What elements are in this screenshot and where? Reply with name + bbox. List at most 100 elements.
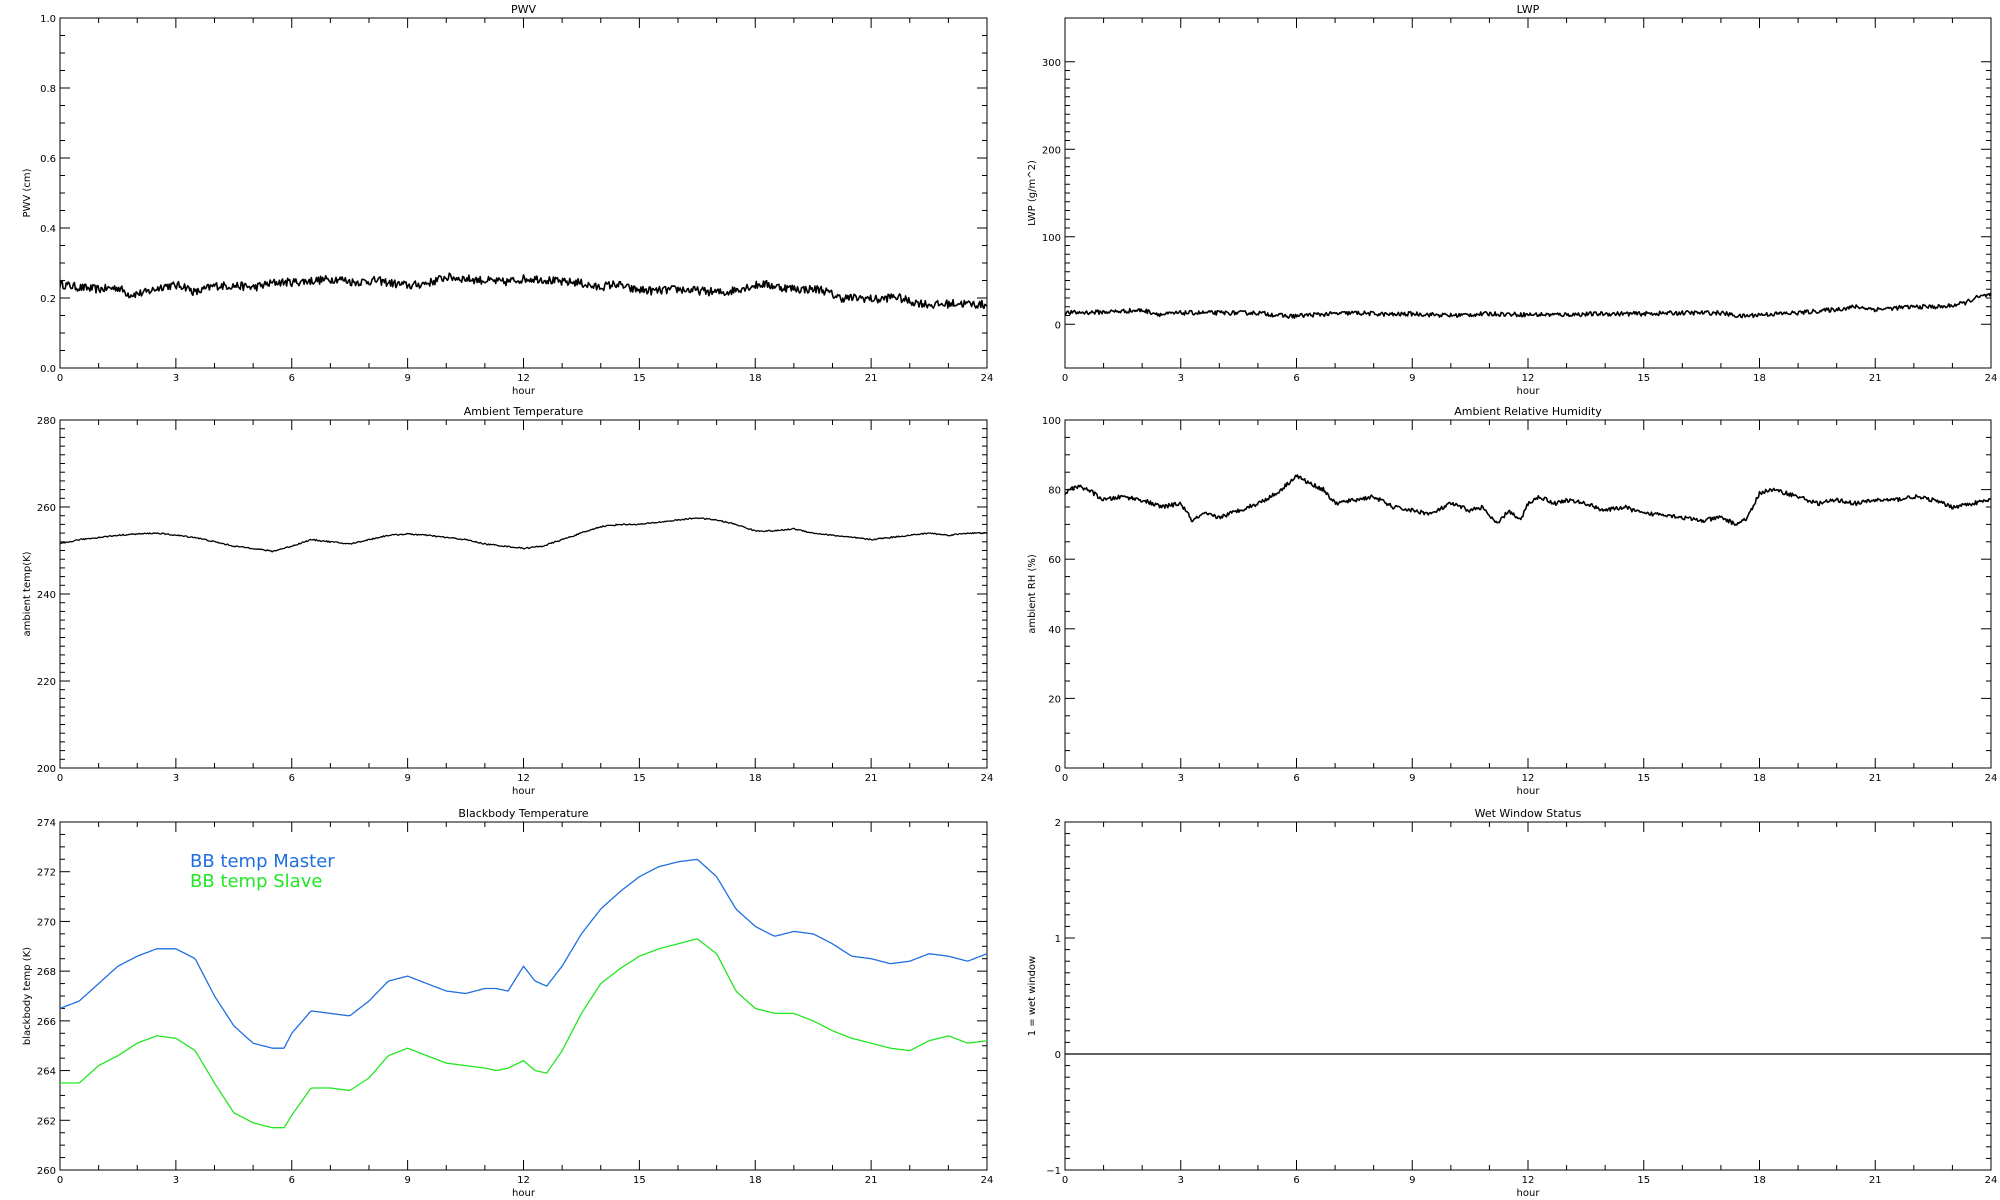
y-tick-label: 268 xyxy=(37,967,56,978)
y-tick-label: 0.4 xyxy=(40,224,56,235)
y-tick-label: 270 xyxy=(37,917,56,928)
x-tick-label: 21 xyxy=(1869,1175,1882,1186)
x-tick-label: 0 xyxy=(57,773,63,784)
x-tick-label: 15 xyxy=(633,1175,646,1186)
x-tick-label: 21 xyxy=(1869,773,1882,784)
x-tick-label: 24 xyxy=(981,373,994,384)
chart-panel: Wet Window Status hour 1 = wet window 0 3 6 9 1… xyxy=(1027,807,1997,1199)
x-tick-label: 12 xyxy=(517,373,530,384)
x-tick-label: 24 xyxy=(1985,373,1998,384)
chart-title: Ambient Temperature xyxy=(464,405,584,418)
chart-panel: Ambient Relative Humidity hour ambient RH … xyxy=(1027,405,1997,797)
x-tick-label: 6 xyxy=(289,773,295,784)
series-line xyxy=(60,858,987,1049)
x-tick-label: 15 xyxy=(1637,1175,1650,1186)
x-tick-label: 21 xyxy=(865,1175,878,1186)
y-tick-label: 0.6 xyxy=(40,154,56,165)
x-axis-label: hour xyxy=(512,786,536,797)
x-tick-label: 18 xyxy=(1753,773,1766,784)
x-tick-label: 21 xyxy=(1869,373,1882,384)
x-tick-label: 6 xyxy=(1293,1175,1299,1186)
plot-frame xyxy=(59,17,988,369)
y-tick-label: 100 xyxy=(1042,233,1061,244)
chart-title: Wet Window Status xyxy=(1475,807,1582,820)
y-axis-label: ambient RH (%) xyxy=(1027,554,1038,634)
y-tick-label: 264 xyxy=(37,1067,56,1078)
x-tick-label: 12 xyxy=(1522,1175,1535,1186)
plot-frame xyxy=(1064,821,1992,1171)
chart-title: Blackbody Temperature xyxy=(458,807,588,820)
y-tick-label: 260 xyxy=(37,503,56,514)
x-tick-label: 12 xyxy=(517,1175,530,1186)
y-tick-label: 40 xyxy=(1048,625,1061,636)
y-tick-label: 0 xyxy=(1055,764,1061,775)
chart-panel: LWP hour LWP (g/m^2) 0 3 6 9 12 15 18 21 24 0 100 200 3… xyxy=(1027,3,1997,397)
series-line xyxy=(60,517,987,553)
y-tick-label: 1.0 xyxy=(40,14,56,25)
x-axis-label: hour xyxy=(512,386,536,397)
x-tick-label: 24 xyxy=(981,773,994,784)
x-axis-label: hour xyxy=(1517,786,1541,797)
x-tick-label: 18 xyxy=(749,1175,762,1186)
x-tick-label: 21 xyxy=(865,773,878,784)
y-tick-label: 200 xyxy=(1042,145,1061,156)
x-tick-label: 21 xyxy=(865,373,878,384)
x-tick-label: 0 xyxy=(57,1175,63,1186)
y-tick-label: 2 xyxy=(1055,818,1061,829)
x-axis-label: hour xyxy=(1517,1188,1541,1199)
chart-panel: Blackbody Temperature hour blackbody temp … xyxy=(22,807,993,1199)
x-axis-label: hour xyxy=(1517,386,1541,397)
y-tick-label: 300 xyxy=(1042,58,1061,69)
legend-entry: BB temp Master xyxy=(190,851,335,872)
x-tick-label: 9 xyxy=(404,1175,410,1186)
x-tick-label: 6 xyxy=(289,373,295,384)
x-tick-label: 9 xyxy=(404,773,410,784)
y-axis-label: LWP (g/m^2) xyxy=(1027,160,1038,226)
x-tick-label: 6 xyxy=(1293,773,1299,784)
x-tick-label: 3 xyxy=(1178,373,1184,384)
x-tick-label: 15 xyxy=(633,373,646,384)
series-line xyxy=(60,938,987,1129)
chart-panel: PWV hour PWV (cm) 0 3 6 9 12 15 18 21 24 0.0 0.2 0.4 0.… xyxy=(22,3,993,397)
plot-frame xyxy=(59,419,988,769)
y-tick-label: 60 xyxy=(1048,555,1061,566)
x-tick-label: 24 xyxy=(981,1175,994,1186)
y-axis-label: PWV (cm) xyxy=(22,168,33,217)
y-tick-label: 100 xyxy=(1042,416,1061,427)
x-tick-label: 12 xyxy=(1522,773,1535,784)
x-tick-label: 3 xyxy=(173,373,179,384)
x-tick-label: 9 xyxy=(1409,373,1415,384)
y-tick-label: 280 xyxy=(37,416,56,427)
x-tick-label: 3 xyxy=(173,1175,179,1186)
y-axis-label: 1 = wet window xyxy=(1027,956,1038,1036)
x-tick-label: 3 xyxy=(1178,1175,1184,1186)
y-tick-label: 266 xyxy=(37,1017,56,1028)
x-tick-label: 24 xyxy=(1985,773,1998,784)
x-tick-label: 18 xyxy=(749,773,762,784)
y-tick-label: 0 xyxy=(1055,320,1061,331)
y-tick-label: 262 xyxy=(37,1116,56,1127)
x-tick-label: 12 xyxy=(517,773,530,784)
series-line xyxy=(1065,474,1991,527)
y-tick-label: 240 xyxy=(37,590,56,601)
y-tick-label: 0.0 xyxy=(40,364,56,375)
y-tick-label: 200 xyxy=(37,764,56,775)
x-tick-label: 18 xyxy=(749,373,762,384)
y-axis-label: blackbody temp (K) xyxy=(22,947,33,1045)
y-tick-label: 20 xyxy=(1048,694,1061,705)
y-tick-label: 272 xyxy=(37,868,56,879)
x-tick-label: 6 xyxy=(289,1175,295,1186)
x-tick-label: 6 xyxy=(1293,373,1299,384)
x-tick-label: 3 xyxy=(173,773,179,784)
x-tick-label: 24 xyxy=(1985,1175,1998,1186)
x-tick-label: 9 xyxy=(404,373,410,384)
y-tick-label: −1 xyxy=(1046,1166,1061,1177)
y-tick-label: 220 xyxy=(37,677,56,688)
y-tick-label: 274 xyxy=(37,818,56,829)
y-tick-label: 80 xyxy=(1048,486,1061,497)
y-tick-label: 0.8 xyxy=(40,84,56,95)
plot-frame xyxy=(1064,419,1992,769)
y-tick-label: 0.2 xyxy=(40,294,56,305)
x-tick-label: 0 xyxy=(57,373,63,384)
